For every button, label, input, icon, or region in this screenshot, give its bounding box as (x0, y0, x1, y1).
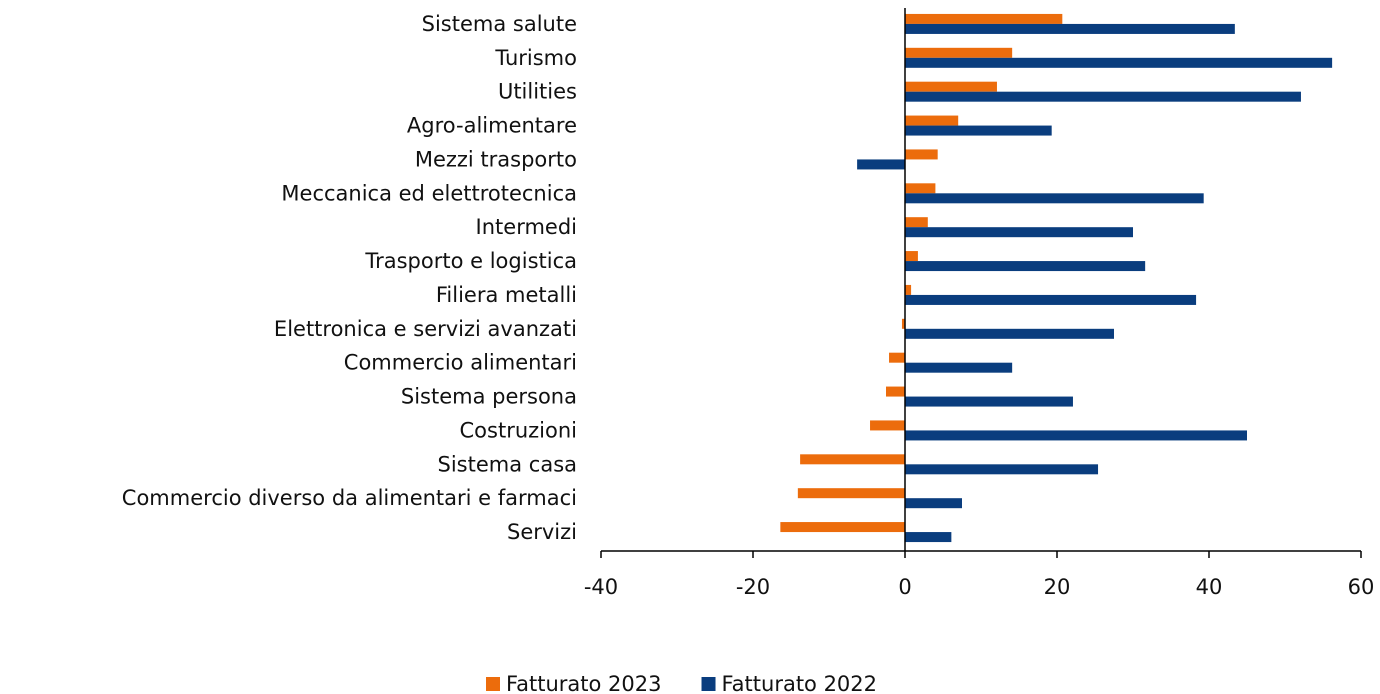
category-label: Sistema casa (438, 452, 577, 476)
category-label: Mezzi trasporto (415, 147, 577, 171)
x-tick-label: 60 (1348, 575, 1375, 599)
bar (905, 193, 1204, 204)
bar (905, 464, 1099, 475)
bar (905, 183, 936, 194)
bar (901, 318, 905, 329)
bar (905, 532, 952, 543)
bar (905, 125, 1052, 136)
bar (905, 47, 1013, 58)
bar (797, 488, 905, 499)
bar (905, 396, 1073, 407)
legend-label: Fatturato 2022 (722, 672, 878, 694)
category-label: Commercio alimentari (344, 351, 577, 375)
bar (905, 81, 997, 92)
category-label: Agro-alimentare (407, 114, 577, 138)
category-label: Filiera metalli (436, 283, 577, 307)
category-label: Meccanica ed elettrotecnica (281, 181, 577, 205)
x-tick-label: 0 (898, 575, 911, 599)
bar (857, 159, 905, 170)
category-label: Commercio diverso da alimentari e farmac… (122, 486, 577, 510)
x-tick-label: 20 (1044, 575, 1071, 599)
category-label: Trasporto e logistica (364, 249, 577, 273)
bar (905, 227, 1133, 238)
bar (905, 57, 1333, 68)
bar (905, 13, 1063, 24)
x-tick-label: 40 (1196, 575, 1223, 599)
category-label: Servizi (507, 520, 577, 544)
bar (889, 352, 905, 363)
category-label: Sistema persona (401, 385, 577, 409)
bar (905, 362, 1013, 373)
legend-label: Fatturato 2023 (506, 672, 662, 694)
category-label: Utilities (498, 80, 577, 104)
bar (905, 498, 962, 509)
bar (905, 23, 1235, 34)
bar (905, 217, 928, 228)
category-label: Costruzioni (460, 418, 577, 442)
bar (905, 430, 1247, 441)
bar (905, 328, 1114, 339)
legend-swatch (701, 677, 716, 691)
bar (905, 294, 1197, 305)
bar (905, 149, 938, 160)
bar (886, 386, 905, 397)
bar (905, 115, 959, 126)
category-label: Intermedi (476, 215, 577, 239)
bar (905, 251, 918, 262)
x-tick-label: -40 (584, 575, 618, 599)
bar (870, 420, 905, 431)
bar (905, 91, 1301, 102)
category-label: Elettronica e servizi avanzati (274, 317, 577, 341)
bar (905, 261, 1146, 272)
bar (905, 284, 912, 295)
bar (780, 522, 905, 533)
category-label: Turismo (494, 46, 577, 70)
legend-swatch (486, 677, 500, 691)
bar (800, 454, 905, 465)
x-tick-label: -20 (736, 575, 770, 599)
category-label: Sistema salute (422, 12, 577, 36)
